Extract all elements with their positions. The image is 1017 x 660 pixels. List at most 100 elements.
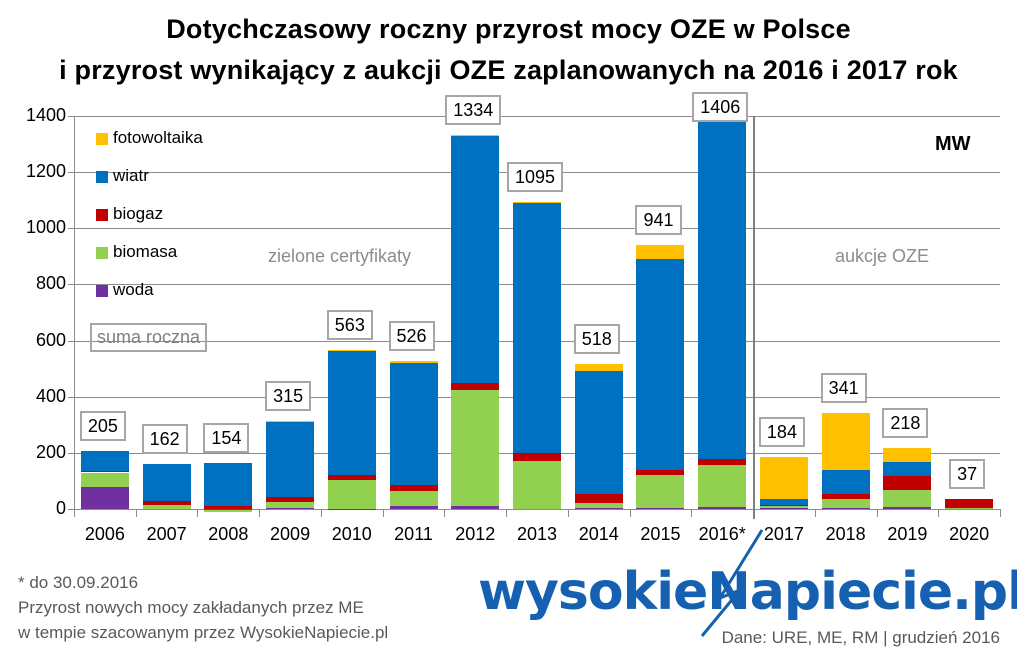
bar-2017 (759, 0, 808, 560)
bar-segment-fotowoltaika (759, 457, 808, 500)
x-tick-mark (444, 509, 446, 517)
x-tick-label: 2007 (146, 524, 187, 544)
total-label-2016: 1406 (692, 92, 749, 122)
x-tick-mark (259, 509, 261, 517)
bar-2006 (80, 0, 129, 560)
bar-segment-wiatr (883, 461, 932, 476)
y-tick-mark (68, 284, 74, 286)
x-tick-label: 2008 (208, 524, 249, 544)
y-tick-mark (68, 452, 74, 454)
bar-segment-biomasa (945, 507, 994, 509)
bar-segment-wiatr (142, 463, 191, 502)
zone-label-green-certificates: zielone certyfikaty (268, 246, 412, 266)
bar-segment-wiatr (451, 135, 500, 383)
legend-label: wiatr (113, 166, 149, 185)
bar-segment-biogaz (327, 475, 376, 480)
y-tick-mark (68, 228, 74, 230)
period-divider (753, 116, 756, 519)
x-tick-mark (135, 509, 137, 517)
footnote-line2: Przyrost nowych mocy zakładanych przez M… (18, 598, 364, 617)
legend-item-fotowoltaika: fotowoltaika (96, 128, 203, 148)
bar-segment-biomasa (698, 464, 747, 507)
y-tick-mark (68, 340, 74, 342)
bar-segment-biogaz (759, 504, 808, 506)
bar-2016 (698, 0, 747, 560)
y-axis-line (74, 116, 75, 509)
bar-segment-woda (204, 509, 253, 510)
bar-segment-biomasa (204, 509, 253, 512)
total-label-2012: 1334 (445, 94, 502, 125)
x-tick-label: 2017 (763, 524, 804, 544)
y-tick-label: 1000 (25, 217, 66, 238)
legend-item-woda: woda (96, 280, 154, 300)
bar-segment-biomasa (389, 490, 438, 507)
bar-segment-biogaz (883, 475, 932, 490)
bar-segment-woda (759, 508, 808, 510)
bar-segment-wiatr (636, 259, 685, 470)
x-tick-label: 2012 (455, 524, 496, 544)
chart-plot-area: 0 200 400 600 800 1000 1200 1400 2006 2007 2008 200… (25, 0, 1001, 560)
bar-segment-fotowoltaika (389, 361, 438, 364)
total-label-2017: 184 (758, 417, 805, 448)
chart-title-line2: i przyrost wynikający z aukcji OZE zapla… (59, 55, 958, 85)
x-tick-label: 2019 (887, 524, 928, 544)
x-tick-label: 2010 (331, 524, 372, 544)
bar-segment-biogaz (80, 471, 129, 473)
bar-segment-biogaz (142, 501, 191, 505)
x-tick-mark (320, 509, 322, 517)
y-tick-mark (68, 116, 74, 117)
bar-2014 (574, 0, 623, 560)
bar-segment-biogaz (636, 469, 685, 476)
x-tick-label: 2016* (698, 524, 746, 544)
gridline (74, 509, 1000, 510)
bar-segment-woda (883, 506, 932, 509)
total-label-2008: 154 (203, 422, 250, 453)
total-label-2009: 315 (265, 380, 312, 411)
legend-item-biogaz: biogaz (96, 204, 163, 224)
total-label-2018: 341 (820, 373, 867, 404)
bar-segment-wiatr (698, 122, 747, 460)
bar-segment-wiatr (759, 499, 808, 505)
chart-title-line1: Dotychczasowy roczny przyrost mocy OZE w… (166, 14, 851, 44)
x-tick-mark (197, 509, 199, 517)
y-tick-label: 400 (35, 385, 66, 406)
bar-segment-wiatr (513, 203, 561, 453)
y-tick-label: 0 (55, 498, 66, 518)
legend-total-label: suma roczna (90, 323, 208, 352)
bar-segment-biomasa (80, 472, 129, 487)
bar-segment-wiatr (389, 363, 438, 486)
y-tick-mark (68, 172, 74, 174)
x-tick-label: 2009 (270, 524, 311, 544)
bar-segment-woda (636, 507, 685, 509)
bar-2013 (513, 0, 561, 560)
x-tick-label: 2018 (825, 524, 866, 544)
y-tick-mark (68, 509, 74, 510)
x-tick-mark (876, 509, 878, 517)
x-tick-mark (382, 509, 384, 517)
bar-2015 (636, 0, 685, 560)
bar-segment-biogaz (451, 382, 500, 390)
bar-segment-woda (451, 506, 500, 509)
bar-segment-wiatr (204, 462, 253, 507)
bar-segment-fotowoltaika (574, 363, 623, 371)
x-tick-mark (938, 509, 940, 517)
legend-item-wiatr: wiatr (96, 166, 149, 186)
total-label-2015: 941 (635, 204, 682, 235)
x-tick-mark (814, 509, 816, 517)
bar-segment-biomasa (636, 475, 685, 508)
bar-segment-wiatr (266, 421, 315, 497)
data-source: Dane: URE, ME, RM | grudzień 2016 (721, 628, 1000, 647)
bar-segment-wiatr (574, 370, 623, 495)
y-tick-mark (68, 396, 74, 398)
bar-segment-biogaz (204, 506, 253, 509)
bar-segment-biomasa (821, 499, 870, 508)
unit-label: MW (935, 133, 971, 155)
x-tick-label: 2006 (84, 524, 125, 544)
bar-segment-wiatr (327, 350, 376, 476)
bar-segment-woda (698, 506, 747, 509)
legend-label: fotowoltaika (113, 128, 203, 147)
bar-segment-biogaz (945, 498, 994, 508)
bar-2011 (389, 0, 438, 560)
legend-item-biomasa: biomasa (96, 242, 177, 262)
bar-segment-fotowoltaika (883, 447, 932, 462)
